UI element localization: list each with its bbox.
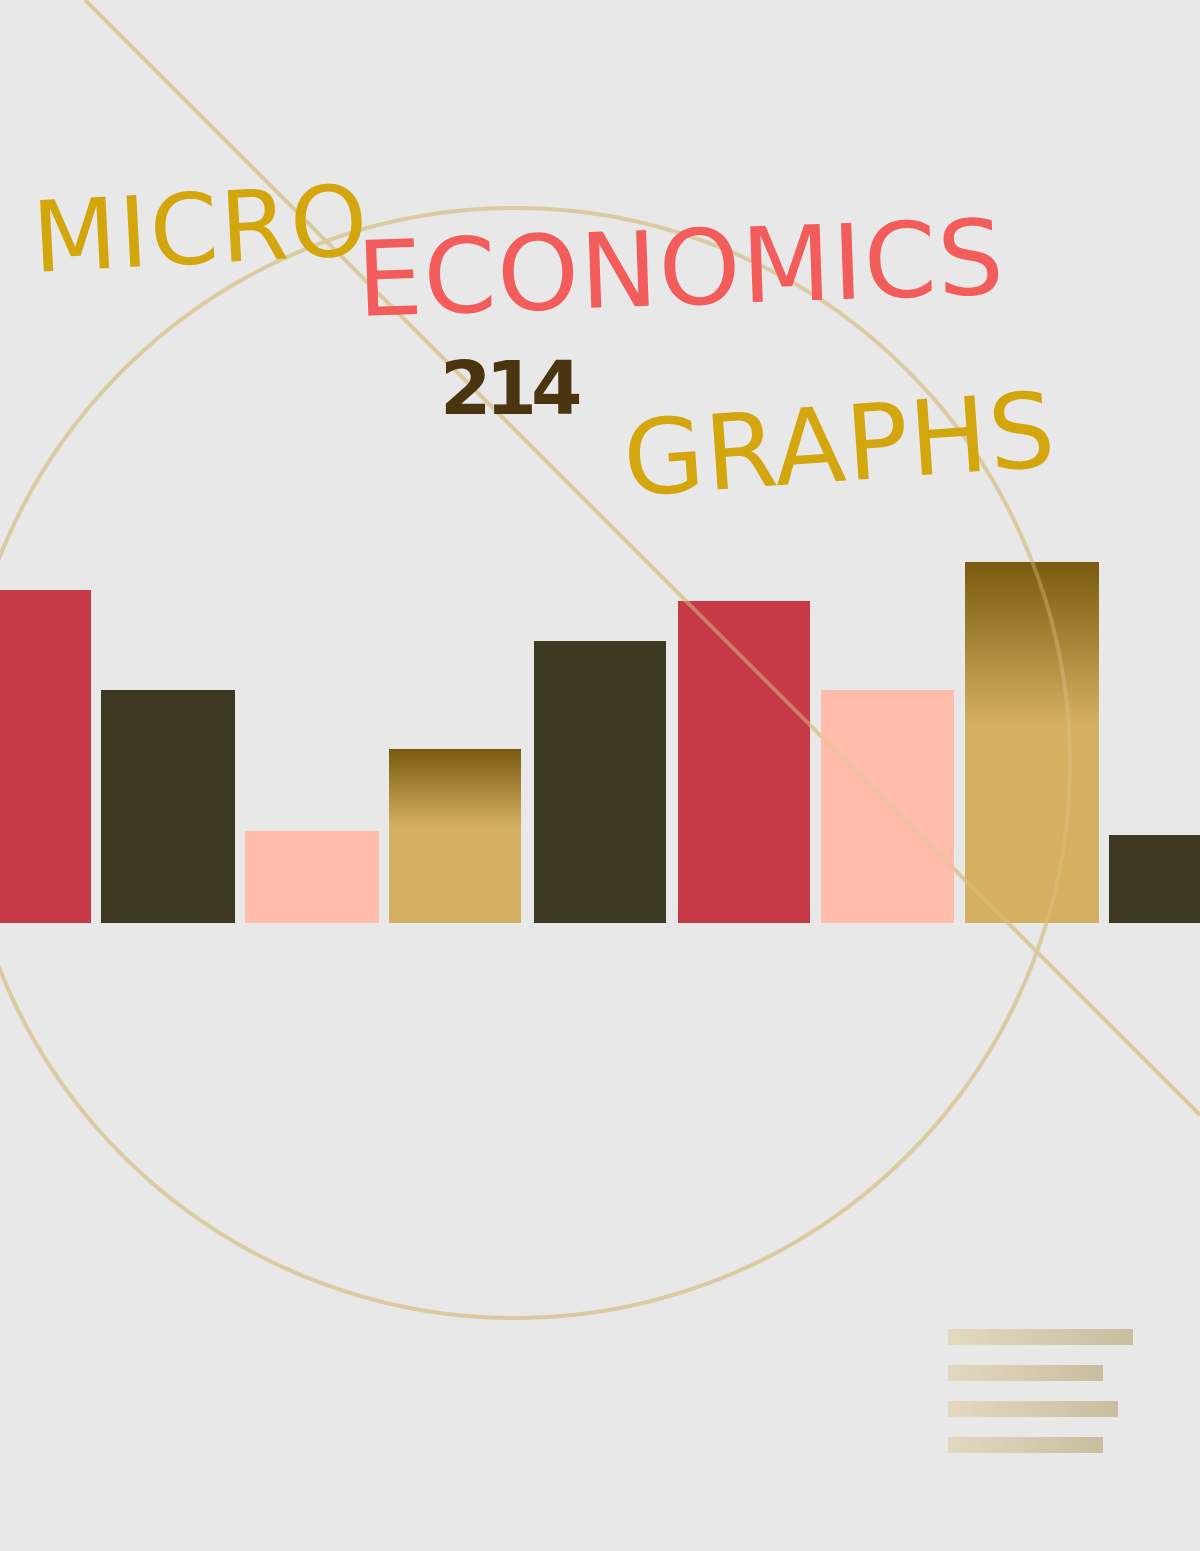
course-number: 214 [440, 346, 582, 432]
decorative-bar-dark [101, 690, 235, 923]
decorative-bar-red [678, 601, 810, 923]
stripe [948, 1437, 1103, 1453]
decorative-bar-gold [389, 749, 521, 923]
decorative-bar-pink [821, 690, 954, 923]
stripe [948, 1365, 1103, 1381]
subtitle-graphs: GRAPHS [619, 368, 1060, 521]
decorative-bar-dark [534, 641, 666, 923]
stripe [948, 1329, 1133, 1345]
decorative-bar-red [0, 590, 91, 923]
title-economics: ECONOMICS [354, 196, 1007, 341]
decorative-bar-dark [1109, 835, 1200, 923]
decorative-diagonal-line [83, 0, 1200, 1117]
stripe [948, 1401, 1118, 1417]
decorative-bar-pink [245, 831, 379, 923]
decorative-bar-gold [965, 562, 1099, 923]
title-micro: MICRO [29, 164, 373, 296]
